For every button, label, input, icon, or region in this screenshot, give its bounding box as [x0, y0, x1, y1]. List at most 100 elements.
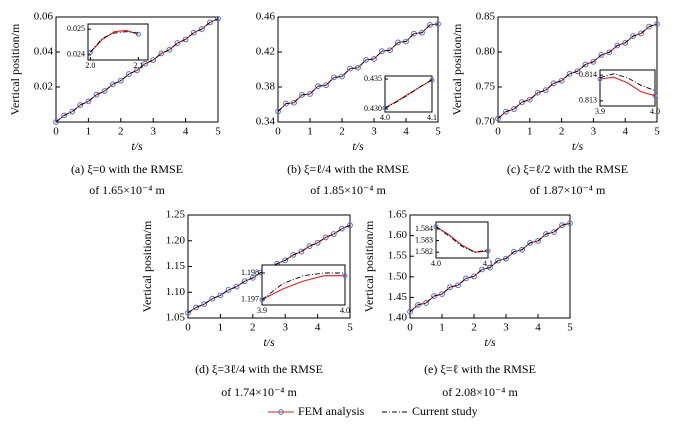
- data-point: [87, 49, 93, 55]
- data-point: [322, 234, 329, 241]
- data-point: [559, 222, 565, 229]
- x-tick-label: 3: [371, 126, 377, 138]
- data-point: [53, 119, 59, 125]
- y-tick-label: 1.15: [166, 260, 186, 272]
- data-point: [503, 255, 509, 262]
- data-point: [415, 301, 421, 308]
- caption: of 1.74×10⁻⁴ m: [221, 385, 297, 399]
- y-tick-label: 1.05: [166, 312, 186, 324]
- series-line: [277, 23, 439, 112]
- data-point: [363, 56, 369, 63]
- x-tick-label: 5: [567, 322, 573, 334]
- y-tick-label: 0.024: [67, 50, 85, 59]
- x-tick-label: 4.0: [340, 306, 350, 315]
- data-point: [166, 46, 173, 53]
- x-tick-label: 2.1: [133, 61, 143, 70]
- caption: of 1.65×10⁻⁴ m: [89, 183, 165, 197]
- y-tick-label: 1.65: [388, 209, 408, 221]
- data-point: [135, 31, 141, 37]
- data-point: [117, 77, 124, 84]
- data-point: [479, 266, 485, 273]
- series-line: [90, 31, 139, 53]
- data-point: [209, 295, 216, 302]
- series-line: [599, 76, 656, 97]
- x-axis-label: t/s: [572, 139, 584, 153]
- data-point: [534, 89, 541, 96]
- series-line: [261, 272, 345, 301]
- x-tick-label: 5: [215, 126, 221, 138]
- data-point: [543, 231, 549, 237]
- y-tick-label: 0.06: [34, 11, 54, 23]
- x-tick-label: 4: [535, 322, 541, 334]
- x-tick-label: 3.9: [595, 107, 605, 116]
- y-tick-label: 1.197: [241, 294, 259, 303]
- y-tick-label: 0.02: [34, 81, 53, 93]
- x-tick-label: 1: [307, 126, 313, 138]
- series-line: [55, 18, 219, 123]
- data-point: [193, 304, 200, 311]
- data-point: [379, 48, 385, 55]
- x-tick-label: 5: [654, 126, 660, 138]
- data-point: [182, 36, 189, 43]
- y-tick-label: 1.55: [388, 250, 408, 262]
- y-tick-label: 1.60: [388, 229, 408, 241]
- y-tick-label: 0.70: [476, 116, 496, 128]
- x-tick-label: 4: [315, 322, 321, 334]
- data-point: [259, 297, 265, 303]
- y-tick-label: 1.583: [415, 235, 433, 244]
- x-axis-label: t/s: [484, 335, 496, 349]
- data-point: [275, 108, 281, 115]
- caption: (a) ξ=0 with the RMSE: [71, 162, 183, 176]
- data-point: [282, 257, 289, 264]
- x-tick-label: 1: [439, 322, 445, 334]
- data-point: [485, 248, 491, 254]
- x-tick-label: 3: [503, 322, 509, 334]
- caption: of 2.08×10⁻⁴ m: [442, 385, 518, 399]
- data-point: [630, 33, 637, 39]
- x-tick-label: 3: [591, 126, 597, 138]
- series-line: [409, 222, 571, 313]
- data-point: [217, 292, 224, 299]
- data-point: [314, 239, 321, 246]
- caption: (e) ξ=ℓ with the RMSE: [424, 362, 536, 376]
- data-point: [307, 91, 313, 97]
- y-tick-label: 1.20: [166, 234, 186, 246]
- data-point: [558, 77, 565, 84]
- data-point: [638, 30, 644, 37]
- y-tick-label: 1.582: [415, 247, 433, 256]
- y-tick-label: 0.38: [256, 81, 276, 93]
- x-axis-label: t/s: [263, 335, 275, 349]
- data-point: [347, 222, 353, 229]
- series-line: [384, 79, 433, 109]
- y-tick-label: 0.813: [579, 96, 597, 105]
- data-point: [566, 70, 573, 77]
- x-tick-label: 4: [622, 126, 628, 138]
- y-tick-label: 0.85: [476, 11, 496, 23]
- inset-frame: [435, 221, 489, 259]
- x-tick-label: 2.0: [85, 61, 95, 70]
- data-point: [339, 225, 345, 232]
- data-point: [174, 40, 181, 46]
- y-tick-label: 0.025: [67, 24, 85, 33]
- x-tick-label: 2: [339, 126, 345, 138]
- x-tick-label: 1: [527, 126, 533, 138]
- x-tick-label: 1: [86, 126, 92, 138]
- y-tick-label: 0.04: [34, 46, 54, 58]
- data-point: [298, 248, 305, 255]
- y-tick-label: 0.430: [364, 104, 382, 113]
- x-tick-label: 4: [403, 126, 409, 138]
- data-point: [597, 76, 603, 82]
- y-tick-label: 1.45: [388, 291, 408, 303]
- x-tick-label: 5: [435, 126, 441, 138]
- x-tick-label: 2: [250, 322, 256, 334]
- data-point: [407, 308, 413, 315]
- data-point: [225, 287, 232, 293]
- data-point: [201, 301, 208, 307]
- caption: of 1.87×10⁻⁴ m: [530, 183, 606, 197]
- x-tick-label: 2: [471, 322, 477, 334]
- data-point: [134, 67, 140, 74]
- y-tick-label: 0.814: [579, 70, 597, 79]
- x-tick-label: 4.1: [427, 113, 437, 122]
